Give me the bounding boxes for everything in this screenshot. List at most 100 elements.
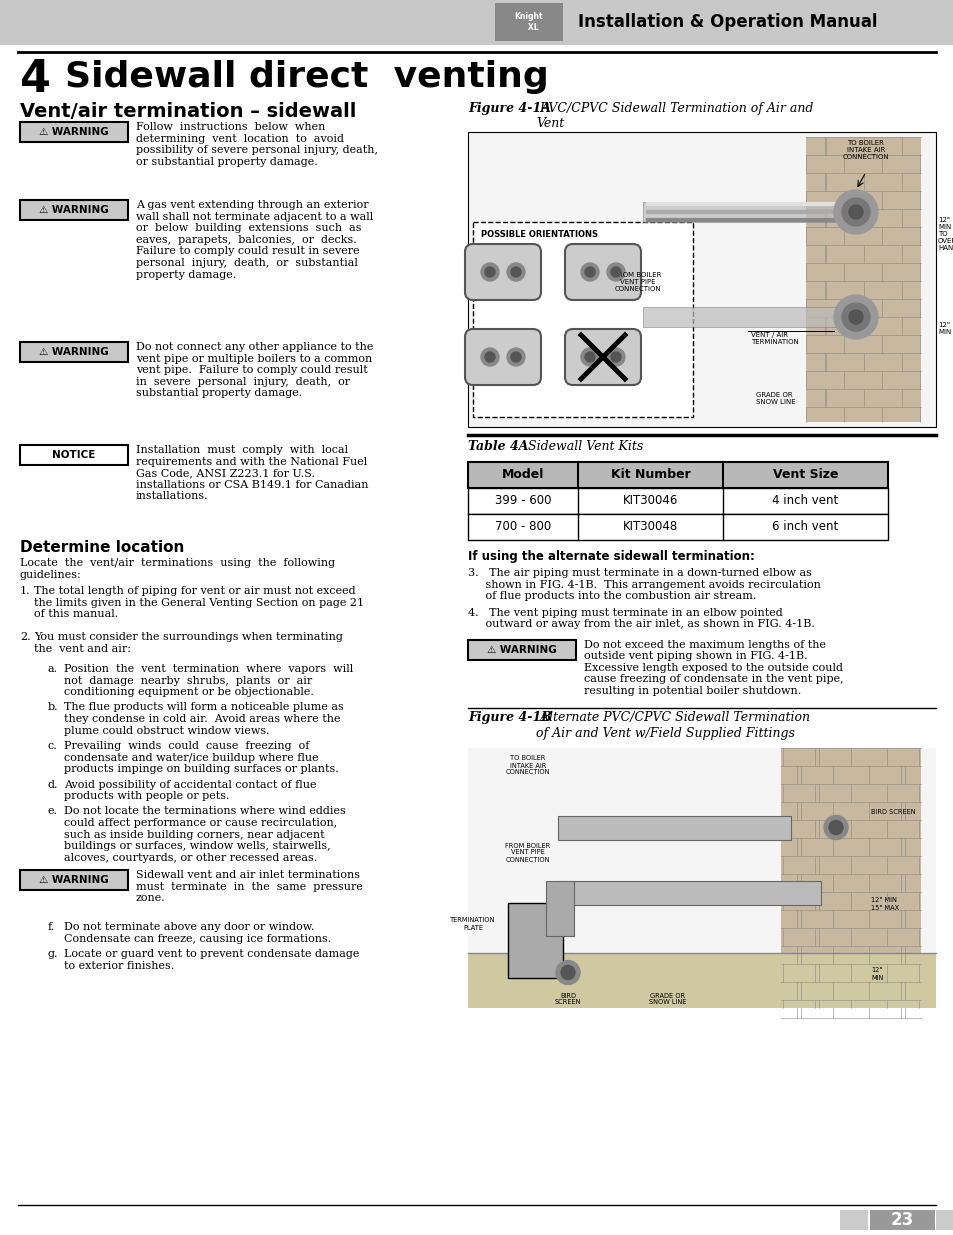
Bar — [473, 222, 692, 417]
Text: Do not exceed the maximum lengths of the
outside vent piping shown in FIG. 4-1B.: Do not exceed the maximum lengths of the… — [583, 640, 842, 695]
Circle shape — [580, 263, 598, 282]
Text: GRADE OR
SNOW LINE: GRADE OR SNOW LINE — [755, 391, 795, 405]
Text: Vent Size: Vent Size — [772, 468, 838, 482]
Text: Vent/air termination – sidewall: Vent/air termination – sidewall — [20, 103, 356, 121]
Text: Alternate PVC/CPVC Sidewall Termination
of Air and Vent w/Field Supplied Fitting: Alternate PVC/CPVC Sidewall Termination … — [536, 711, 809, 740]
Circle shape — [480, 263, 498, 282]
Text: ⚠ WARNING: ⚠ WARNING — [39, 205, 109, 215]
Text: FROM BOILER
VENT PIPE
CONNECTION: FROM BOILER VENT PIPE CONNECTION — [505, 842, 550, 862]
Text: 4 inch vent: 4 inch vent — [772, 494, 838, 508]
Text: You must consider the surroundings when terminating
the  vent and air:: You must consider the surroundings when … — [34, 632, 342, 653]
Text: Sidewall direct  venting: Sidewall direct venting — [65, 61, 548, 94]
Circle shape — [848, 205, 862, 219]
Circle shape — [560, 966, 575, 979]
Bar — [20, 122, 128, 142]
Text: 4: 4 — [20, 58, 51, 101]
Text: PVC/CPVC Sidewall Termination of Air and
Vent: PVC/CPVC Sidewall Termination of Air and… — [536, 103, 813, 130]
Circle shape — [833, 295, 877, 338]
Text: VENT / AIR
TERMINATION: VENT / AIR TERMINATION — [750, 332, 798, 345]
Text: KIT30046: KIT30046 — [622, 494, 678, 508]
Circle shape — [606, 348, 624, 366]
Text: 2.: 2. — [20, 632, 30, 642]
Text: c.: c. — [48, 741, 58, 751]
Text: FROM BOILER
VENT PIPE
CONNECTION: FROM BOILER VENT PIPE CONNECTION — [614, 272, 661, 291]
Circle shape — [823, 815, 847, 840]
Text: ⚠ WARNING: ⚠ WARNING — [39, 876, 109, 885]
Circle shape — [580, 348, 598, 366]
Text: Do not connect any other appliance to the
vent pipe or multiple boilers to a com: Do not connect any other appliance to th… — [136, 342, 373, 399]
Text: Locate  the  vent/air  terminations  using  the  following
guidelines:: Locate the vent/air terminations using t… — [20, 558, 335, 579]
Text: 12"
MIN: 12" MIN — [870, 967, 882, 981]
Text: The total length of piping for vent or air must not exceed
the limits given in t: The total length of piping for vent or a… — [34, 585, 364, 619]
Bar — [495, 2, 562, 41]
Bar — [558, 881, 821, 904]
Text: Locate or guard vent to prevent condensate damage
to exterior finishes.: Locate or guard vent to prevent condensa… — [64, 948, 359, 971]
Circle shape — [484, 267, 495, 277]
Circle shape — [584, 267, 595, 277]
Circle shape — [480, 348, 498, 366]
FancyBboxPatch shape — [564, 245, 640, 300]
Bar — [468, 462, 887, 488]
Bar — [468, 132, 935, 427]
Bar — [20, 342, 128, 362]
Text: 1.: 1. — [20, 585, 30, 597]
Text: 12"
MIN: 12" MIN — [937, 322, 950, 335]
Text: 4.   The vent piping must terminate in an elbow pointed
     outward or away fro: 4. The vent piping must terminate in an … — [468, 608, 814, 629]
Circle shape — [511, 352, 520, 362]
Text: GRADE OR
SNOW LINE: GRADE OR SNOW LINE — [649, 993, 686, 1005]
Bar — [935, 1210, 953, 1230]
Text: BIRD
SCREEN: BIRD SCREEN — [554, 993, 580, 1005]
Text: Figure 4-1B: Figure 4-1B — [468, 711, 551, 725]
Text: If using the alternate sidewall termination:: If using the alternate sidewall terminat… — [468, 550, 754, 563]
Text: 700 - 800: 700 - 800 — [495, 520, 551, 534]
Circle shape — [841, 303, 869, 331]
Bar — [781, 747, 920, 1008]
Bar — [468, 747, 935, 1008]
Bar — [468, 640, 576, 659]
Text: Determine location: Determine location — [20, 540, 184, 555]
Text: g.: g. — [48, 948, 58, 960]
Text: 399 - 600: 399 - 600 — [495, 494, 551, 508]
Bar — [468, 514, 887, 540]
Circle shape — [828, 820, 842, 835]
Text: Sidewall vent and air inlet terminations
must  terminate  in  the  same  pressur: Sidewall vent and air inlet terminations… — [136, 869, 362, 903]
Text: 6 inch vent: 6 inch vent — [772, 520, 838, 534]
Text: KIT30048: KIT30048 — [622, 520, 678, 534]
Text: TERMINATION
PLATE: TERMINATION PLATE — [450, 918, 496, 930]
Text: ⚠ WARNING: ⚠ WARNING — [487, 645, 557, 655]
Text: Model: Model — [501, 468, 543, 482]
Text: POSSIBLE ORIENTATIONS: POSSIBLE ORIENTATIONS — [480, 230, 598, 240]
Bar — [642, 203, 870, 222]
Circle shape — [584, 352, 595, 362]
Text: A gas vent extending through an exterior
wall shall not terminate adjacent to a : A gas vent extending through an exterior… — [136, 200, 373, 279]
Bar — [805, 137, 920, 422]
Text: 12" MIN
15" MAX: 12" MIN 15" MAX — [870, 898, 898, 910]
Bar — [558, 815, 790, 840]
Bar — [20, 869, 128, 890]
Bar — [20, 200, 128, 220]
Circle shape — [841, 198, 869, 226]
Text: ⚠ WARNING: ⚠ WARNING — [39, 127, 109, 137]
Text: Follow  instructions  below  when
determining  vent  location  to  avoid
possibi: Follow instructions below when determini… — [136, 122, 377, 167]
Text: Do not locate the terminations where wind eddies
could affect performance or cau: Do not locate the terminations where win… — [64, 806, 345, 863]
Bar — [20, 445, 128, 466]
Text: 12"
MIN
TO
OVER-
HANG: 12" MIN TO OVER- HANG — [937, 217, 953, 251]
Circle shape — [610, 352, 620, 362]
FancyBboxPatch shape — [564, 329, 640, 385]
Text: Table 4A: Table 4A — [468, 440, 528, 453]
Text: TO BOILER
INTAKE AIR
CONNECTION: TO BOILER INTAKE AIR CONNECTION — [841, 140, 888, 161]
Circle shape — [506, 263, 524, 282]
Circle shape — [848, 310, 862, 324]
Text: Installation & Operation Manual: Installation & Operation Manual — [578, 14, 877, 31]
Bar — [0, 0, 953, 44]
Text: BIRD SCREEN: BIRD SCREEN — [870, 809, 915, 815]
Bar — [507, 903, 562, 977]
Bar — [545, 881, 574, 935]
Text: Sidewall Vent Kits: Sidewall Vent Kits — [523, 440, 642, 453]
Circle shape — [556, 961, 579, 984]
FancyBboxPatch shape — [464, 245, 540, 300]
Text: NOTICE: NOTICE — [52, 450, 95, 459]
Text: b.: b. — [48, 703, 58, 713]
Text: Kit Number: Kit Number — [610, 468, 690, 482]
Text: Position  the  vent  termination  where  vapors  will
not  damage  nearby  shrub: Position the vent termination where vapo… — [64, 664, 353, 698]
